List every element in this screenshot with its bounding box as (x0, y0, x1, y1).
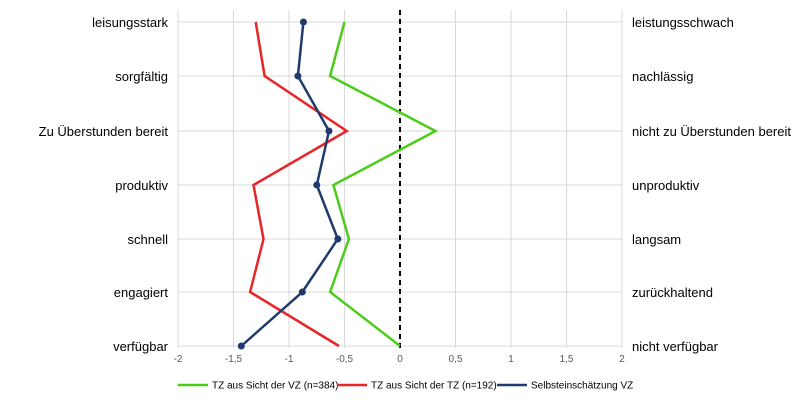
x-tick-label: -1,5 (225, 354, 243, 365)
legend: TZ aus Sicht der VZ (n=384) TZ aus Sicht … (178, 381, 633, 392)
x-tick-label: -2 (174, 354, 183, 365)
category-label-left: engagiert (114, 285, 169, 300)
x-tick-label: 0,5 (449, 354, 463, 365)
legend-label: Selbsteinschätzung VZ (531, 381, 633, 392)
data-point (298, 288, 306, 296)
x-tick-label: -1 (285, 354, 294, 365)
category-label-right: nicht zu Überstunden bereit (632, 124, 791, 139)
legend-label: TZ aus Sicht der VZ (n=384) (212, 381, 338, 392)
series-line-1 (328, 21, 439, 347)
category-label-right: unproduktiv (632, 178, 700, 193)
category-label-right: nachlässig (632, 69, 693, 84)
x-tick-labels: -2 -1,5 -1 -0,5 0 0,5 1 1,5 2 (174, 354, 626, 365)
category-label-left: sorgfältig (115, 69, 168, 84)
data-point (313, 181, 321, 189)
x-tick-label: 1 (508, 354, 514, 365)
category-label-right: zurückhaltend (632, 285, 713, 300)
series-line-2 (248, 21, 350, 348)
category-label-right: langsam (632, 232, 681, 247)
category-label-left: leisungsstark (92, 15, 168, 30)
left-category-labels: leisungsstark sorgfältig Zu Überstunden be… (39, 15, 169, 354)
legend-label: TZ aus Sicht der TZ (n=192) (371, 381, 497, 392)
data-point (294, 72, 302, 80)
category-label-right: leistungsschwach (632, 15, 734, 30)
x-tick-label: -0,5 (336, 354, 354, 365)
category-label-left: Zu Überstunden bereit (39, 124, 169, 139)
series-group (237, 18, 439, 350)
x-tick-label: 0 (397, 354, 403, 365)
category-label-left: schnell (128, 232, 169, 247)
data-point (237, 342, 245, 350)
category-label-left: verfügbar (113, 339, 169, 354)
data-point (334, 235, 342, 243)
x-tick-label: 2 (619, 354, 625, 365)
category-label-left: produktiv (115, 178, 168, 193)
right-category-labels: leistungsschwach nachlässig nicht zu Übers… (632, 15, 791, 354)
category-label-right: nicht verfügbar (632, 339, 719, 354)
data-point (325, 127, 333, 135)
x-tick-label: 1,5 (560, 354, 574, 365)
data-point (299, 18, 307, 26)
grid (177, 10, 623, 348)
